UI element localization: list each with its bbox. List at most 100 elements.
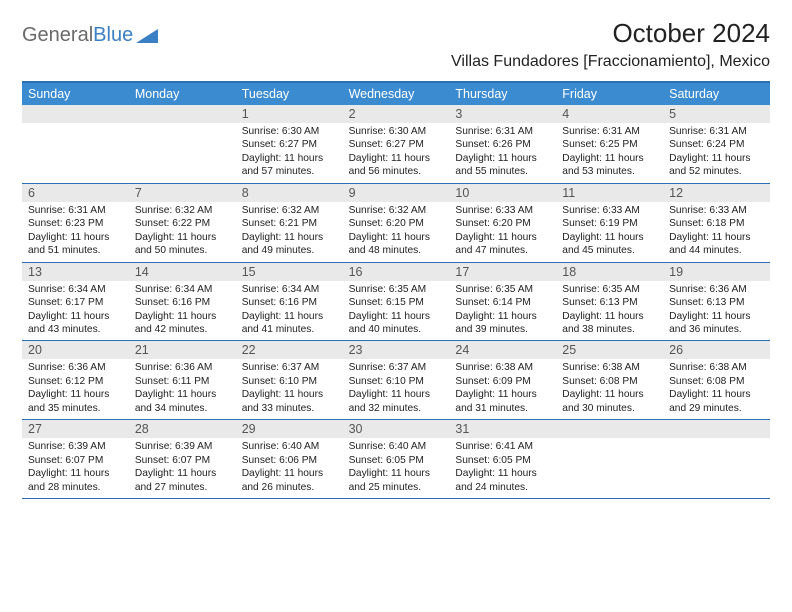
day-number-row: 2728293031: [22, 420, 770, 438]
day-number: 31: [449, 420, 556, 438]
calendar-week: 6789101112Sunrise: 6:31 AM Sunset: 6:23 …: [22, 184, 770, 263]
day-number: 25: [556, 341, 663, 359]
day-number-row: 12345: [22, 105, 770, 123]
day-cell: Sunrise: 6:35 AM Sunset: 6:15 PM Dayligh…: [343, 281, 450, 341]
weekday-header: Friday: [556, 83, 663, 105]
location-label: Villas Fundadores [Fraccionamiento], Mex…: [451, 53, 770, 71]
logo-text-general: General: [22, 24, 93, 47]
day-number: 22: [236, 341, 343, 359]
day-number: 26: [663, 341, 770, 359]
day-number: [556, 420, 663, 438]
header-row: GeneralBlue October 2024 Villas Fundador…: [22, 18, 770, 71]
day-number-row: 13141516171819: [22, 263, 770, 281]
day-number: [22, 105, 129, 123]
calendar-week: 13141516171819Sunrise: 6:34 AM Sunset: 6…: [22, 263, 770, 342]
day-number-row: 6789101112: [22, 184, 770, 202]
calendar-week: 2728293031Sunrise: 6:39 AM Sunset: 6:07 …: [22, 420, 770, 499]
day-cell: Sunrise: 6:38 AM Sunset: 6:08 PM Dayligh…: [556, 359, 663, 419]
day-number: 14: [129, 263, 236, 281]
day-cell: Sunrise: 6:36 AM Sunset: 6:12 PM Dayligh…: [22, 359, 129, 419]
day-content-row: Sunrise: 6:31 AM Sunset: 6:23 PM Dayligh…: [22, 202, 770, 262]
day-number: 5: [663, 105, 770, 123]
day-cell: [663, 438, 770, 498]
day-content-row: Sunrise: 6:39 AM Sunset: 6:07 PM Dayligh…: [22, 438, 770, 498]
day-cell: Sunrise: 6:35 AM Sunset: 6:14 PM Dayligh…: [449, 281, 556, 341]
day-cell: Sunrise: 6:31 AM Sunset: 6:26 PM Dayligh…: [449, 123, 556, 183]
day-number: 10: [449, 184, 556, 202]
day-cell: Sunrise: 6:38 AM Sunset: 6:08 PM Dayligh…: [663, 359, 770, 419]
day-number: 2: [343, 105, 450, 123]
day-cell: Sunrise: 6:32 AM Sunset: 6:21 PM Dayligh…: [236, 202, 343, 262]
day-number: 12: [663, 184, 770, 202]
weekday-header: Tuesday: [236, 83, 343, 105]
day-cell: Sunrise: 6:34 AM Sunset: 6:16 PM Dayligh…: [236, 281, 343, 341]
day-number: 21: [129, 341, 236, 359]
day-cell: Sunrise: 6:36 AM Sunset: 6:13 PM Dayligh…: [663, 281, 770, 341]
day-number: 7: [129, 184, 236, 202]
day-number: [663, 420, 770, 438]
title-block: October 2024 Villas Fundadores [Fraccion…: [451, 18, 770, 71]
day-number: 4: [556, 105, 663, 123]
day-number: 24: [449, 341, 556, 359]
day-cell: Sunrise: 6:30 AM Sunset: 6:27 PM Dayligh…: [236, 123, 343, 183]
day-number: [129, 105, 236, 123]
day-cell: Sunrise: 6:32 AM Sunset: 6:22 PM Dayligh…: [129, 202, 236, 262]
day-cell: Sunrise: 6:32 AM Sunset: 6:20 PM Dayligh…: [343, 202, 450, 262]
day-number: 9: [343, 184, 450, 202]
day-cell: Sunrise: 6:41 AM Sunset: 6:05 PM Dayligh…: [449, 438, 556, 498]
day-cell: Sunrise: 6:38 AM Sunset: 6:09 PM Dayligh…: [449, 359, 556, 419]
day-cell: Sunrise: 6:31 AM Sunset: 6:25 PM Dayligh…: [556, 123, 663, 183]
day-cell: Sunrise: 6:33 AM Sunset: 6:20 PM Dayligh…: [449, 202, 556, 262]
logo: GeneralBlue: [22, 18, 158, 47]
day-cell: Sunrise: 6:35 AM Sunset: 6:13 PM Dayligh…: [556, 281, 663, 341]
day-number: 6: [22, 184, 129, 202]
day-number: 30: [343, 420, 450, 438]
weeks-container: 12345Sunrise: 6:30 AM Sunset: 6:27 PM Da…: [22, 105, 770, 499]
day-cell: Sunrise: 6:40 AM Sunset: 6:05 PM Dayligh…: [343, 438, 450, 498]
day-number: 29: [236, 420, 343, 438]
day-cell: [22, 123, 129, 183]
day-cell: Sunrise: 6:37 AM Sunset: 6:10 PM Dayligh…: [236, 359, 343, 419]
month-title: October 2024: [451, 18, 770, 49]
day-number: 28: [129, 420, 236, 438]
day-number: 1: [236, 105, 343, 123]
calendar-grid: Sunday Monday Tuesday Wednesday Thursday…: [22, 81, 770, 499]
weekday-header: Wednesday: [343, 83, 450, 105]
calendar-week: 12345Sunrise: 6:30 AM Sunset: 6:27 PM Da…: [22, 105, 770, 184]
calendar-page: GeneralBlue October 2024 Villas Fundador…: [0, 0, 792, 509]
day-cell: Sunrise: 6:30 AM Sunset: 6:27 PM Dayligh…: [343, 123, 450, 183]
day-cell: Sunrise: 6:39 AM Sunset: 6:07 PM Dayligh…: [22, 438, 129, 498]
day-content-row: Sunrise: 6:36 AM Sunset: 6:12 PM Dayligh…: [22, 359, 770, 419]
day-cell: Sunrise: 6:37 AM Sunset: 6:10 PM Dayligh…: [343, 359, 450, 419]
logo-text-blue: Blue: [93, 24, 133, 47]
day-content-row: Sunrise: 6:30 AM Sunset: 6:27 PM Dayligh…: [22, 123, 770, 183]
day-cell: Sunrise: 6:31 AM Sunset: 6:23 PM Dayligh…: [22, 202, 129, 262]
day-cell: [556, 438, 663, 498]
day-cell: Sunrise: 6:31 AM Sunset: 6:24 PM Dayligh…: [663, 123, 770, 183]
weekday-header: Thursday: [449, 83, 556, 105]
day-number: 27: [22, 420, 129, 438]
day-number: 11: [556, 184, 663, 202]
day-number: 19: [663, 263, 770, 281]
day-cell: Sunrise: 6:39 AM Sunset: 6:07 PM Dayligh…: [129, 438, 236, 498]
day-number: 3: [449, 105, 556, 123]
calendar-week: 20212223242526 Sunrise: 6:36 AM Sunset: 6…: [22, 341, 770, 420]
day-number: 15: [236, 263, 343, 281]
day-number: 18: [556, 263, 663, 281]
day-number: 23: [343, 341, 450, 359]
day-cell: [129, 123, 236, 183]
day-number: 8: [236, 184, 343, 202]
weekday-header: Monday: [129, 83, 236, 105]
weekday-header-row: Sunday Monday Tuesday Wednesday Thursday…: [22, 83, 770, 105]
day-number: 20: [22, 341, 129, 359]
day-cell: Sunrise: 6:34 AM Sunset: 6:17 PM Dayligh…: [22, 281, 129, 341]
day-content-row: Sunrise: 6:34 AM Sunset: 6:17 PM Dayligh…: [22, 281, 770, 341]
day-cell: Sunrise: 6:40 AM Sunset: 6:06 PM Dayligh…: [236, 438, 343, 498]
day-cell: Sunrise: 6:33 AM Sunset: 6:18 PM Dayligh…: [663, 202, 770, 262]
day-cell: Sunrise: 6:34 AM Sunset: 6:16 PM Dayligh…: [129, 281, 236, 341]
weekday-header: Saturday: [663, 83, 770, 105]
logo-triangle-icon: [136, 29, 158, 43]
weekday-header: Sunday: [22, 83, 129, 105]
day-number: 17: [449, 263, 556, 281]
day-number: 13: [22, 263, 129, 281]
